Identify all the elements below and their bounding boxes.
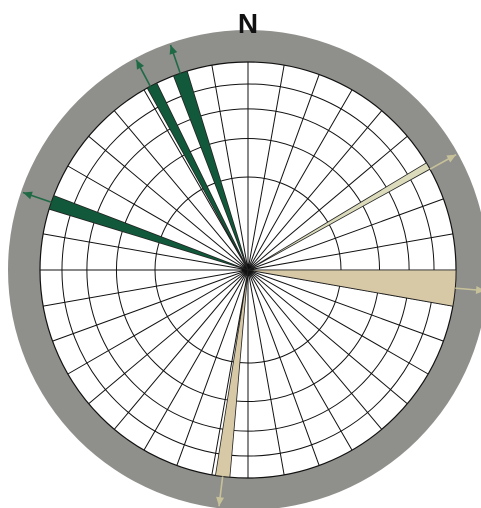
- grid-spoke: [143, 269, 249, 451]
- petal-wnw: [48, 194, 249, 271]
- petal-layer: [48, 70, 457, 478]
- grid-spoke: [88, 135, 249, 271]
- grid-spoke: [247, 233, 453, 271]
- direction-arrows: [22, 44, 481, 507]
- petal-nnw-1: [146, 82, 249, 271]
- grid-spoke: [67, 269, 249, 375]
- arrow-nnw-2: [169, 44, 182, 74]
- grid-spoke: [211, 269, 249, 475]
- arrow-head: [169, 44, 178, 55]
- grid-spoke: [176, 269, 249, 466]
- grid-spoke: [43, 269, 249, 307]
- arrow-ene: [429, 153, 457, 170]
- petal-ene: [247, 162, 431, 271]
- grid-spoke: [43, 233, 249, 271]
- grid-spoke: [247, 269, 285, 475]
- arrow-head: [136, 59, 145, 70]
- petal-nnw-2: [172, 70, 249, 271]
- arrow-head: [446, 154, 457, 163]
- grid-spoke: [247, 74, 320, 271]
- grid-spoke: [113, 269, 249, 430]
- grid-spoke: [247, 198, 444, 271]
- arrow-nnw-1: [135, 59, 152, 87]
- north-label: N: [238, 8, 258, 39]
- grid-spoke: [247, 269, 429, 375]
- grid-spoke: [247, 269, 383, 430]
- grid-spoke: [247, 110, 383, 271]
- grid-spoke: [247, 269, 353, 451]
- grid-spoke: [52, 269, 249, 342]
- arrow-wnw: [22, 191, 52, 204]
- grid-spoke: [67, 165, 249, 271]
- grid-spoke: [247, 135, 408, 271]
- grid-spoke: [88, 269, 249, 405]
- grid-spoke: [247, 269, 408, 405]
- arrow-head: [216, 496, 225, 507]
- grid-spoke: [113, 110, 249, 271]
- arrow-head: [475, 285, 481, 294]
- grid-spoke: [247, 89, 353, 271]
- arrow-ssw: [216, 476, 225, 507]
- arrow-e: [455, 285, 481, 294]
- grid-spoke: [211, 65, 249, 271]
- grid-spoke: [247, 65, 285, 271]
- grid-spoke: [247, 269, 320, 466]
- petal-e: [247, 269, 457, 307]
- arrow-head: [22, 191, 33, 200]
- grid-spoke: [247, 269, 444, 342]
- grid-spoke: [143, 89, 249, 271]
